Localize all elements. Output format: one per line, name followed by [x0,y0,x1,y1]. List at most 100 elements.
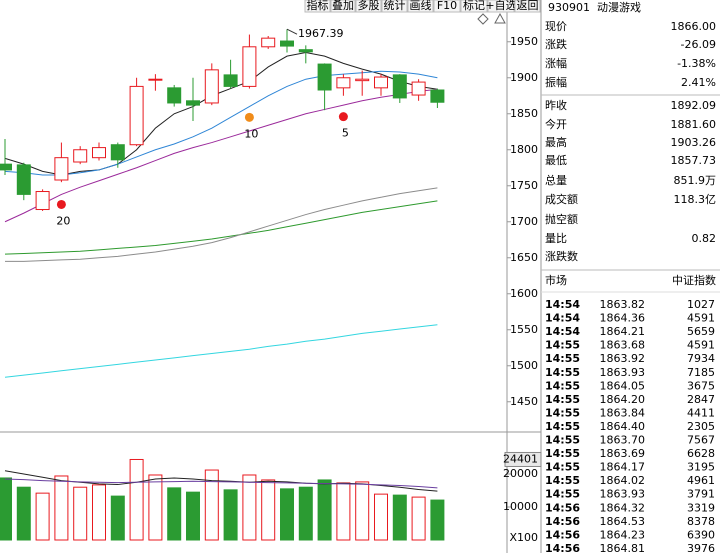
tick-price: 1863.92 [600,352,646,365]
quote-value: 1857.73 [671,154,717,167]
volume-bar [92,484,106,541]
quote-label: 今开 [545,117,567,131]
toolbar-button[interactable] [381,0,408,13]
quote-value: 118.3亿 [674,193,717,206]
candle-body [392,74,407,99]
quote-value: 1866.00 [671,20,717,33]
max-pointer [286,28,298,35]
tick-time: 14:55 [545,488,580,501]
toolbar-button[interactable] [460,0,488,13]
volume-bar [261,479,276,541]
candle-body [167,87,182,104]
toolbar-label[interactable]: 统计 [384,0,406,12]
icon[interactable] [477,13,489,25]
toolbar-button[interactable] [433,0,461,13]
tick-time: 14:55 [545,352,580,365]
quote-label: 昨收 [545,98,567,112]
quote-label: 涨跌数 [545,249,578,263]
tick-price: 1863.93 [600,488,646,501]
tick-price: 1864.20 [600,393,646,406]
volume-bar [430,499,445,541]
tick-volume: 7185 [687,366,715,379]
signal-marker [56,199,66,209]
highlight-label: 24401 [503,452,538,465]
tick-price: 1863.69 [600,447,646,460]
toolbar-label[interactable]: 指标 [307,0,329,12]
vol-ma-line [4,470,438,492]
tick-price: 1863.70 [600,434,646,447]
volume-bar [204,469,219,541]
quote-label: 最低 [545,154,567,167]
tick-time: 14:55 [545,406,580,419]
candle-body [110,144,125,161]
tick-price: 1864.17 [600,461,646,474]
candle-body [261,37,276,48]
volume-bar [129,458,144,541]
icon[interactable] [494,12,506,24]
ma-line [4,324,438,378]
tick-volume: 3791 [687,488,715,501]
toolbar-button[interactable] [355,0,382,13]
y-tick-label: 1900 [510,71,538,84]
quote-value: -1.38% [677,57,716,70]
tick-price: 1863.68 [600,339,646,352]
toolbar-button[interactable] [304,0,331,13]
signal-label: 5 [342,127,349,140]
toolbar-label[interactable]: 返回 [517,0,539,12]
candle-body [148,78,163,81]
candle-body [92,147,106,159]
y-tick-label: 1600 [510,287,538,300]
toolbar-label[interactable]: 画线 [410,0,432,12]
tick-time: 14:56 [545,542,580,553]
quote-value: 1892.09 [671,99,717,112]
tick-volume: 3195 [687,461,715,474]
ticks-header: 中证指数 [672,273,716,287]
volume-bar [392,494,407,541]
tick-time: 14:54 [545,298,580,311]
candle-body [298,49,313,53]
volume-bar [280,488,294,541]
signal-label: 20 [56,214,70,227]
tick-time: 14:55 [545,379,580,392]
stock-code: 930901 [548,1,590,14]
toolbar-label[interactable]: F10 [437,0,457,12]
quote-label: 最高 [545,135,567,149]
toolbar-button[interactable] [514,0,541,13]
tick-volume: 4591 [687,312,715,325]
toolbar-button[interactable] [330,0,356,13]
tick-price: 1864.53 [600,515,646,528]
volume-bar [35,492,50,541]
toolbar-label[interactable]: 叠加 [332,0,354,12]
candle-body [280,40,294,47]
y-tick-label: 1950 [510,35,538,48]
y-tick-label: 1750 [510,179,538,192]
volume-bar [223,489,238,541]
y-tick-label: 1450 [510,395,538,408]
candle-body [129,85,144,146]
volume-bar [167,487,182,541]
ma-line [4,200,438,255]
y-tick-label: 1550 [510,323,538,336]
tick-time: 14:55 [545,366,580,379]
ma-line [4,52,438,176]
vol-ma-line [4,478,438,489]
tick-price: 1864.81 [600,542,646,553]
tick-volume: 3976 [687,542,715,553]
candle-body [355,78,370,82]
candle-body [374,76,388,89]
quote-label: 抛空额 [545,212,578,226]
toolbar-button[interactable] [407,0,434,13]
toolbar-button[interactable] [487,0,515,13]
toolbar-label[interactable]: +自选 [485,0,516,12]
tick-price: 1864.32 [600,501,646,514]
tick-volume: 3675 [687,379,715,392]
tick-volume: 8378 [687,515,715,528]
candle-body [16,164,31,195]
tick-price: 1864.21 [600,325,646,338]
volume-bar [148,474,163,541]
tick-price: 1864.40 [600,420,646,433]
y-tick-label: 10000 [503,500,538,513]
toolbar-label[interactable]: 标记 [463,0,485,12]
toolbar-label[interactable]: 多股 [358,0,380,12]
unit-label: X100 [509,531,538,544]
